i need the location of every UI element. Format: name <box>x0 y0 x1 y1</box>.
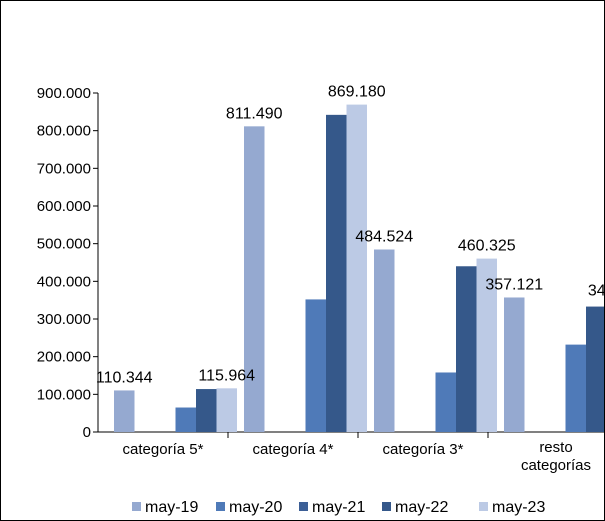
bar-may-19 <box>244 126 265 432</box>
data-label: 357.121 <box>485 276 543 293</box>
x-tick-label: resto <box>539 439 572 456</box>
bar-may-21 <box>586 306 604 432</box>
legend-swatch <box>299 502 308 511</box>
y-tick-label: 100.000 <box>37 386 91 403</box>
y-tick-label: 400.000 <box>37 273 91 290</box>
legend-label: may-19 <box>145 499 198 516</box>
legend-swatch <box>479 502 488 511</box>
y-tick-label: 600.000 <box>37 198 91 215</box>
legend-label: may-21 <box>312 499 365 516</box>
y-tick-label: 500.000 <box>37 236 91 253</box>
bar-may-19 <box>114 390 135 432</box>
bar-may-21 <box>326 114 347 432</box>
legend-swatch <box>216 502 225 511</box>
bar-may-20 <box>435 372 456 432</box>
y-tick-label: 800.000 <box>37 123 91 140</box>
legend-label: may-22 <box>395 499 448 516</box>
data-label: 484.524 <box>355 228 413 245</box>
data-label: 460.325 <box>458 238 516 255</box>
bar-may-20 <box>305 299 326 432</box>
y-tick-label: 200.000 <box>37 349 91 366</box>
bar-may-22 <box>346 104 367 433</box>
data-label: 811.490 <box>226 105 283 122</box>
bar-may-21 <box>456 266 477 432</box>
bar-may-21 <box>196 389 217 432</box>
bar-may-22 <box>476 258 497 432</box>
data-label: 110.344 <box>96 369 153 386</box>
x-tick-label: categoría 4* <box>253 441 334 458</box>
bar-may-19 <box>504 297 525 432</box>
bar-chart: 0 100.000 200.000 300.000 400.000 500.000 600.… <box>37 84 605 474</box>
y-tick-label: 700.000 <box>37 160 91 177</box>
legend-label: may-20 <box>229 499 282 516</box>
bar-may-22 <box>216 388 237 432</box>
legend-label: may-23 <box>492 499 545 516</box>
x-tick-label: categorías <box>521 457 591 474</box>
data-label: 341.184 <box>588 282 605 299</box>
y-tick-label: 300.000 <box>37 311 91 328</box>
data-label: 115.964 <box>198 367 255 384</box>
bar-may-19 <box>374 249 395 432</box>
legend-swatch <box>132 502 141 511</box>
y-tick-label: 900.000 <box>37 85 91 102</box>
chart-legend: may-19 may-20 may-21 may-22 may-23 <box>132 499 545 516</box>
legend-swatch <box>382 502 391 511</box>
x-tick-label: categoría 5* <box>123 441 204 458</box>
x-tick-label: categoría 3* <box>383 441 464 458</box>
data-label: 869.180 <box>328 84 386 101</box>
y-tick-label: 0 <box>83 424 91 441</box>
bar-may-20 <box>565 344 586 432</box>
bar-may-20 <box>175 407 196 432</box>
